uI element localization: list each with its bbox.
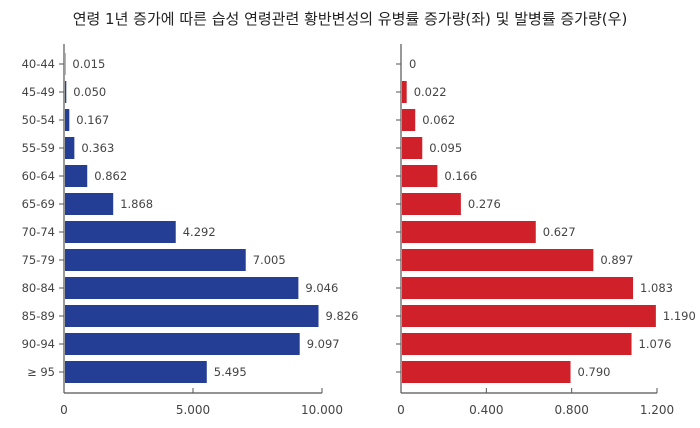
bar [65,193,114,215]
category-label: 45-49 [22,85,55,99]
bar [65,361,207,383]
category-label: ≥ 95 [27,365,55,379]
x-tick-label: 1.200 [640,403,674,417]
bar [402,333,632,355]
data-label: 0.862 [94,169,127,183]
bar [65,249,246,271]
category-label: 85-89 [22,309,55,323]
bar [402,165,438,187]
data-label: 0.166 [444,169,477,183]
bar [402,193,461,215]
data-label: 0.167 [76,113,109,127]
bar [65,165,88,187]
bar [65,81,67,103]
x-tick-label: 0 [397,403,405,417]
bar [402,277,634,299]
data-label: 9.097 [307,337,340,351]
category-label: 70-74 [22,225,55,239]
x-tick-label: 0 [60,403,68,417]
chart-title: 연령 1년 증가에 따른 습성 연령관련 황반변성의 유병률 증가량(좌) 및 … [72,10,628,28]
data-label: 1.083 [640,281,673,295]
category-label: 55-59 [22,141,55,155]
bar [65,277,299,299]
bar [402,221,536,243]
category-label: 40-44 [22,57,55,71]
data-label: 0.363 [81,141,114,155]
category-label: 50-54 [22,113,55,127]
category-label: 75-79 [22,253,55,267]
data-label: 0.790 [578,365,611,379]
bar [65,333,300,355]
bar [402,81,407,103]
data-label: 0.062 [422,113,455,127]
data-label: 4.292 [183,225,216,239]
bar [402,109,416,131]
data-label: 0.015 [72,57,105,71]
data-label: 0 [409,57,416,71]
category-label: 60-64 [22,169,55,183]
category-label: 80-84 [22,281,55,295]
data-label: 5.495 [214,365,247,379]
category-label: 90-94 [22,337,55,351]
data-label: 7.005 [253,253,286,267]
category-label: 65-69 [22,197,55,211]
data-label: 9.826 [326,309,359,323]
bar [402,249,594,271]
bar [65,305,319,327]
data-label: 0.897 [600,253,633,267]
bar [402,305,656,327]
bar [65,109,70,131]
data-label: 0.276 [468,197,501,211]
x-tick-label: 0.800 [554,403,588,417]
data-label: 9.046 [305,281,338,295]
bar [65,137,75,159]
bar [402,137,423,159]
x-tick-label: 0.400 [469,403,503,417]
data-label: 1.868 [120,197,153,211]
bar [402,361,571,383]
x-tick-label: 10.000 [301,403,343,417]
data-label: 0.627 [543,225,576,239]
data-label: 0.050 [73,85,106,99]
bar [65,221,176,243]
data-label: 0.022 [414,85,447,99]
data-label: 1.076 [639,337,672,351]
data-label: 1.190 [663,309,696,323]
x-tick-label: 5.000 [176,403,210,417]
data-label: 0.095 [429,141,462,155]
